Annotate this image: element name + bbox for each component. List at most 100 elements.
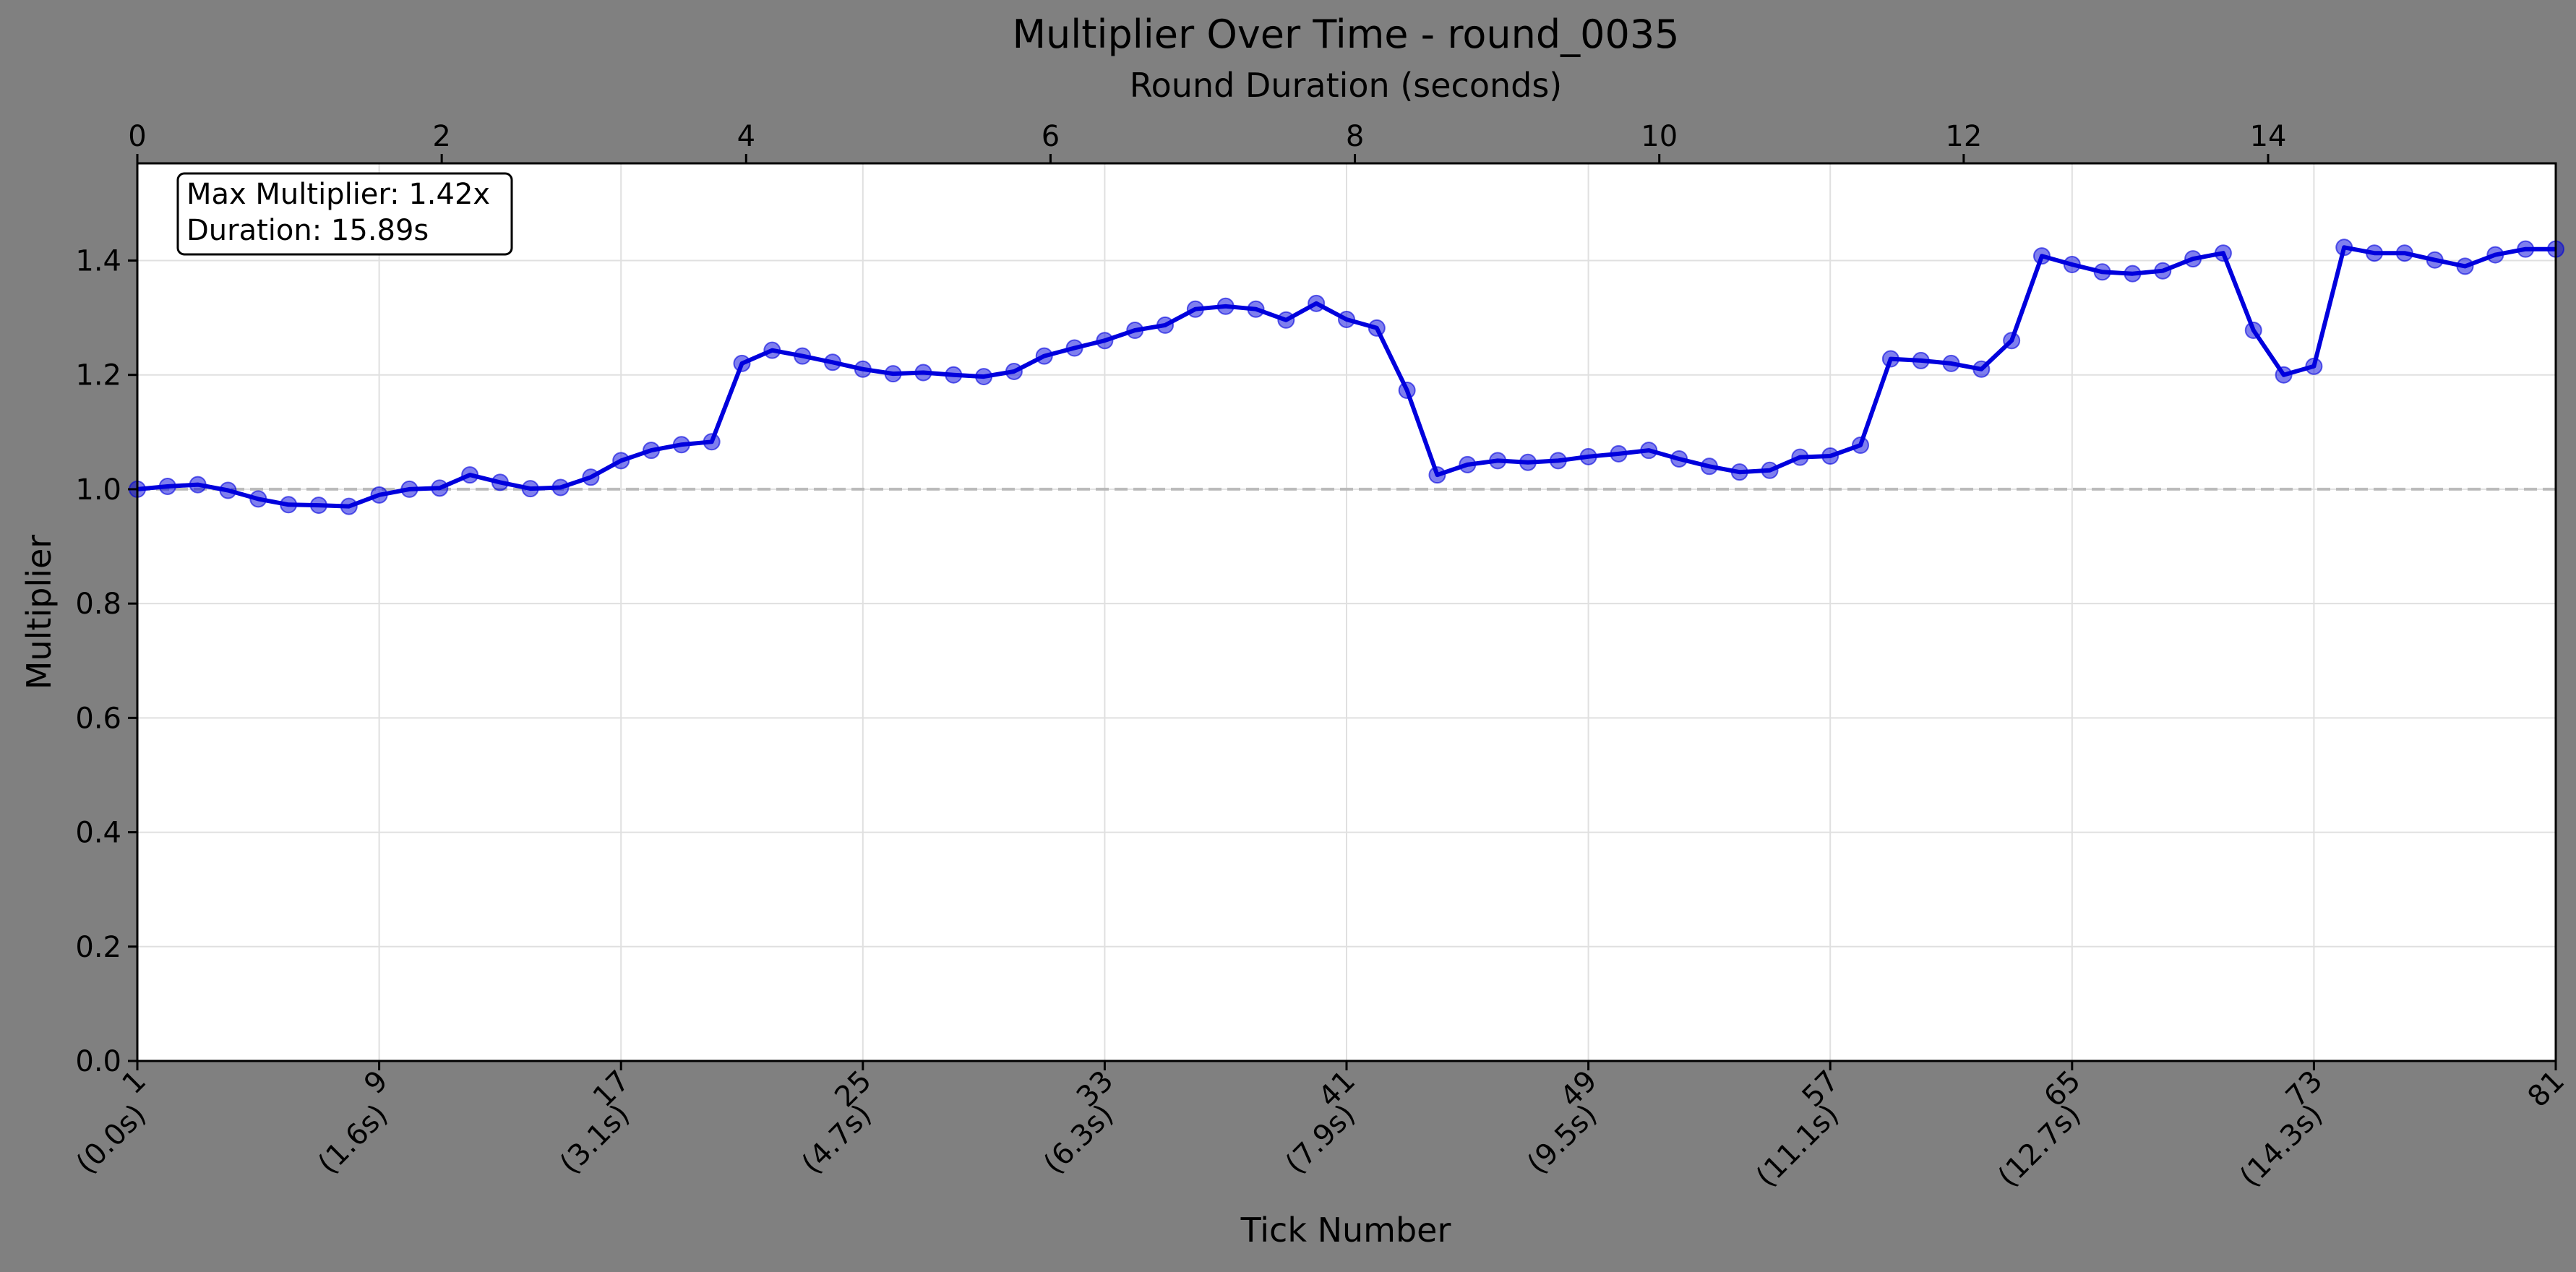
data-point <box>400 480 418 498</box>
top-x-tick-label: 12 <box>1945 120 1982 153</box>
x-tick-time: (12.7s) <box>1992 1098 2087 1193</box>
top-x-tick-label: 0 <box>128 120 146 153</box>
x-tick-label: 73(14.3s) <box>2233 1065 2329 1194</box>
data-point <box>1549 452 1567 470</box>
data-point <box>551 478 570 497</box>
data-point <box>643 442 661 460</box>
data-point <box>1700 457 1718 476</box>
x-tick-time: (3.1s) <box>554 1098 636 1180</box>
data-point <box>1912 351 1930 369</box>
data-point <box>2184 250 2202 268</box>
x-tick-label: 49(9.5s) <box>1521 1065 1603 1181</box>
x-tick-number: 9 <box>358 1065 395 1101</box>
data-point <box>1186 300 1204 318</box>
data-point <box>1398 382 1416 400</box>
data-point <box>1972 360 1991 378</box>
data-point <box>2003 332 2021 350</box>
y-tick-label: 1.4 <box>75 244 121 278</box>
chart-title: Multiplier Over Time - round_0035 <box>1012 12 1679 57</box>
data-point <box>1610 444 1628 463</box>
data-point <box>945 366 963 384</box>
data-point <box>1640 442 1658 460</box>
data-point <box>2063 256 2081 274</box>
data-point <box>2486 246 2504 264</box>
data-point <box>1096 332 1114 350</box>
data-point <box>521 480 539 498</box>
x-tick-number: 1 <box>116 1065 153 1101</box>
x-tick-label: 17(3.1s) <box>554 1065 636 1181</box>
x-tick-label: 65(12.7s) <box>1992 1065 2087 1194</box>
x-tick-label: 1(0.0s) <box>70 1065 153 1181</box>
x-tick-label: 41(7.9s) <box>1279 1065 1362 1181</box>
data-point <box>280 496 298 514</box>
bottom-x-ticks: 1(0.0s) 9(1.6s) 17(3.1s) 25(4.7s) 33(6.3s) 41… <box>70 1061 2572 1194</box>
y-tick-label: 0.8 <box>75 588 121 621</box>
x-tick-time: (9.5s) <box>1521 1098 1603 1180</box>
annotation-max: Max Multiplier: 1.42x <box>186 178 490 211</box>
y-axis-label: Multiplier <box>20 535 59 690</box>
x-tick-time: (0.0s) <box>70 1098 153 1180</box>
data-point <box>1247 300 1265 318</box>
data-point <box>1368 319 1386 337</box>
y-tick-label: 1.0 <box>75 473 121 507</box>
data-point <box>2124 265 2142 283</box>
data-point <box>794 347 812 365</box>
data-point <box>1791 448 1809 466</box>
data-point <box>1338 310 1355 328</box>
data-point <box>1881 350 1899 368</box>
top-x-tick-label: 10 <box>1641 120 1678 153</box>
data-point <box>1730 463 1748 481</box>
data-point <box>2214 244 2232 262</box>
data-point <box>2395 244 2413 262</box>
data-point <box>854 360 872 378</box>
y-tick-label: 0.0 <box>75 1045 121 1078</box>
x-tick-time: (1.6s) <box>312 1098 394 1180</box>
data-point <box>2426 251 2444 269</box>
data-point <box>431 479 449 497</box>
data-point <box>733 354 751 372</box>
x-tick-label: 33(6.3s) <box>1037 1065 1120 1181</box>
data-point <box>340 497 358 515</box>
data-point <box>1428 466 1446 484</box>
top-x-axis-label: Round Duration (seconds) <box>1130 66 1563 105</box>
data-point <box>370 486 388 504</box>
data-point <box>1489 452 1507 470</box>
top-x-tick-label: 2 <box>432 120 450 153</box>
data-point <box>1761 461 1779 479</box>
data-point <box>1942 354 1960 372</box>
data-point <box>2305 357 2323 375</box>
data-point <box>703 433 721 451</box>
data-point <box>2093 263 2111 281</box>
data-point <box>491 473 509 491</box>
data-point <box>612 452 630 470</box>
x-axis-label: Tick Number <box>1240 1211 1451 1250</box>
top-x-ticks: 0 2 4 6 8 10 12 14 <box>128 120 2286 163</box>
data-point <box>1035 347 1053 365</box>
data-point <box>1065 339 1083 357</box>
data-point <box>1126 321 1144 339</box>
y-tick-label: 0.2 <box>75 931 121 964</box>
data-point <box>2335 239 2353 257</box>
data-point <box>2456 257 2474 275</box>
top-x-tick-label: 8 <box>1346 120 1364 153</box>
x-tick-time: (4.7s) <box>796 1098 878 1180</box>
data-point <box>672 436 690 454</box>
x-tick-number: 81 <box>2522 1065 2572 1114</box>
data-point <box>249 490 267 508</box>
x-tick-label: 81 <box>2522 1065 2572 1114</box>
y-tick-label: 1.2 <box>75 359 121 392</box>
x-tick-label: 25(4.7s) <box>796 1065 878 1181</box>
data-point <box>1156 316 1175 334</box>
top-x-tick-label: 6 <box>1042 120 1060 153</box>
data-point <box>2244 321 2262 339</box>
y-tick-label: 0.4 <box>75 817 121 850</box>
data-point <box>1821 447 1839 465</box>
data-point <box>763 341 781 359</box>
x-tick-label: 9(1.6s) <box>312 1065 395 1181</box>
data-point <box>914 364 932 382</box>
x-tick-time: (6.3s) <box>1037 1098 1120 1180</box>
data-point <box>461 466 479 484</box>
data-point <box>2517 240 2535 258</box>
top-x-tick-label: 14 <box>2250 120 2287 153</box>
